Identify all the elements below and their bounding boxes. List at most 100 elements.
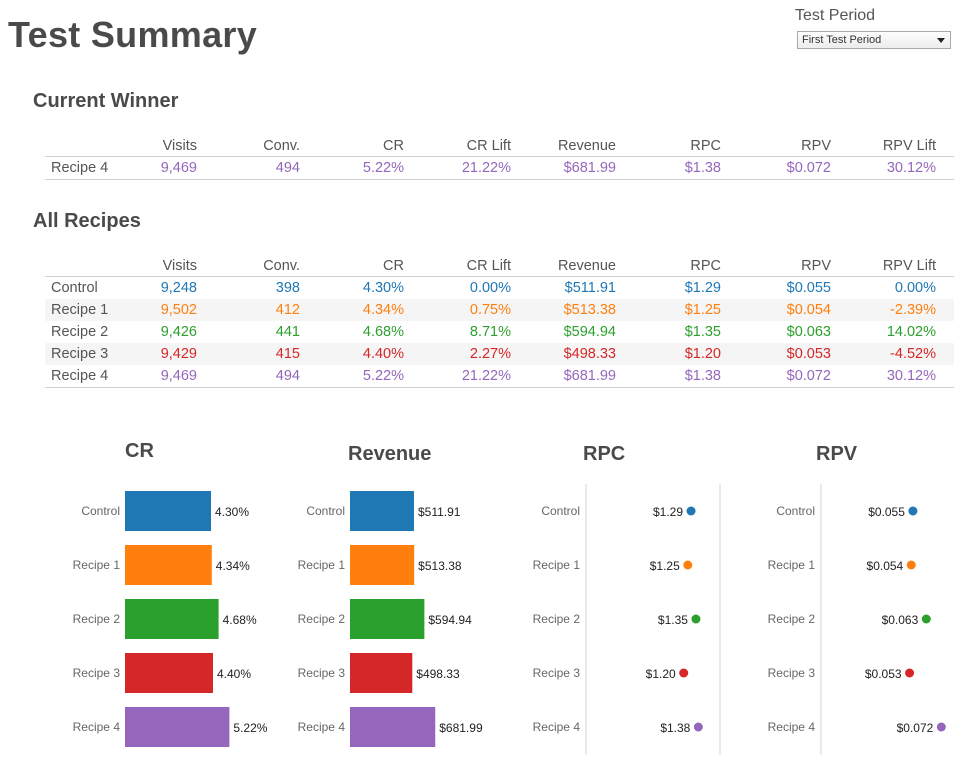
column-header: CR [300, 136, 404, 157]
table-cell: $1.35 [684, 324, 721, 340]
all-recipes-heading: All Recipes [33, 210, 141, 232]
bar [125, 653, 213, 693]
category-label: Recipe 3 [768, 666, 816, 680]
category-label: Recipe 4 [768, 720, 816, 734]
table-cell: $1.25 [616, 299, 721, 321]
cr-chart-title: CR [125, 440, 154, 462]
table-cell: $498.33 [511, 343, 616, 365]
table-cell: 494 [197, 156, 300, 180]
column-header: RPV [721, 136, 831, 157]
point [683, 560, 693, 570]
bar [350, 707, 436, 747]
table-cell: 398 [275, 280, 300, 296]
point [906, 560, 916, 570]
data-label: 4.30% [215, 505, 249, 519]
table-cell: 9,469 [145, 156, 197, 180]
category-label: Control [541, 504, 580, 518]
table-cell: $513.38 [511, 299, 616, 321]
header-recipe [45, 136, 145, 157]
table-cell: -2.39% [831, 299, 936, 321]
row-label: Recipe 2 [51, 324, 109, 340]
current-winner-heading: Current Winner [33, 90, 179, 112]
point [691, 614, 701, 624]
category-label: Recipe 3 [73, 666, 121, 680]
table-row: Recipe 4 9,469 494 5.22% 21.22% $681.99 $1.38 $… [45, 365, 954, 388]
bar [350, 599, 425, 639]
table-cell: $1.20 [616, 343, 721, 365]
data-label: $0.054 [867, 559, 904, 573]
table-cell: 5.22% [300, 156, 404, 180]
column-header: Conv. [197, 136, 300, 157]
table-cell: $1.38 [616, 365, 721, 388]
table-cell: $594.94 [563, 324, 616, 340]
point [905, 668, 915, 678]
table-header-row: Visits Conv. CR CR Lift Revenue RPC RPV RPV Lif… [45, 136, 954, 157]
table-cell: 21.22% [404, 365, 511, 388]
bar [125, 491, 211, 531]
category-label: Recipe 2 [768, 612, 816, 626]
table-cell: 4.68% [362, 324, 404, 340]
test-period-select[interactable]: First Test Period [797, 31, 951, 49]
point [686, 506, 696, 516]
category-label: Recipe 4 [73, 720, 121, 734]
table-cell: 30.12% [831, 156, 936, 180]
rpv-chart-title: RPV [816, 443, 858, 465]
data-label: $681.99 [439, 721, 483, 735]
table-cell: $1.29 [684, 280, 721, 296]
column-header: RPC [616, 136, 721, 157]
category-label: Recipe 3 [533, 666, 581, 680]
table-cell: $0.072 [721, 365, 831, 388]
table-row: Recipe 3 9,429 415 4.40% 2.27% $498.33 $1.20 $0… [45, 343, 954, 365]
table-row: Recipe 2 9,426 441 4.68% 8.71% $594.94 $1.35 $0… [45, 321, 954, 343]
point [693, 722, 703, 732]
table-cell: 415 [197, 343, 300, 365]
category-label: Recipe 2 [298, 612, 346, 626]
category-label: Control [776, 504, 815, 518]
column-header: Conv. [197, 256, 300, 277]
page-title: Test Summary [8, 14, 258, 55]
category-label: Control [81, 504, 120, 518]
bar [125, 707, 230, 747]
cell-pad [936, 365, 954, 388]
test-period-value: First Test Period [802, 34, 882, 46]
category-label: Recipe 4 [298, 720, 346, 734]
table-cell: 0.75% [404, 299, 511, 321]
point [679, 668, 689, 678]
current-winner-table: Visits Conv. CR CR Lift Revenue RPC RPV RPV Lif… [45, 136, 954, 180]
table-header-row: Visits Conv. CR CR Lift Revenue RPC RPV RPV Lif… [45, 256, 954, 277]
table-cell: 9,426 [160, 324, 197, 340]
column-header: Visits [145, 256, 197, 277]
table-cell: 21.22% [404, 156, 511, 180]
table-cell: 412 [197, 299, 300, 321]
data-label: $594.94 [428, 613, 472, 627]
chevron-down-icon [937, 38, 945, 43]
data-label: $1.25 [650, 559, 680, 573]
table-cell: 14.02% [886, 324, 936, 340]
table-cell: 9,429 [145, 343, 197, 365]
data-label: 4.40% [217, 667, 251, 681]
bar [350, 653, 413, 693]
table-cell: $1.38 [616, 156, 721, 180]
data-label: 5.22% [233, 721, 267, 735]
table-cell: $511.91 [564, 280, 616, 296]
bar [350, 545, 415, 585]
category-label: Recipe 4 [533, 720, 581, 734]
data-label: 4.68% [223, 613, 257, 627]
column-header: RPC [616, 256, 721, 277]
table-row: Recipe 4 9,469 494 5.22% 21.22% $681.99 $1.38 $… [45, 156, 954, 180]
table-cell: 4.30% [362, 280, 404, 296]
table-cell: $0.055 [786, 280, 831, 296]
bar [125, 545, 212, 585]
data-label: 4.34% [216, 559, 250, 573]
revenue-chart-title: Revenue [348, 443, 432, 465]
column-header: Revenue [511, 136, 616, 157]
table-cell: 9,248 [160, 280, 197, 296]
row-label: Recipe 3 [45, 343, 145, 365]
column-header: RPV Lift [831, 256, 936, 277]
column-header: CR Lift [404, 136, 511, 157]
category-label: Control [306, 504, 345, 518]
cell-pad [936, 299, 954, 321]
table-row: Control 9,248 398 4.30% 0.00% $511.91 $1.29 $0.… [45, 277, 954, 300]
point [908, 506, 918, 516]
column-header: Visits [145, 136, 197, 157]
